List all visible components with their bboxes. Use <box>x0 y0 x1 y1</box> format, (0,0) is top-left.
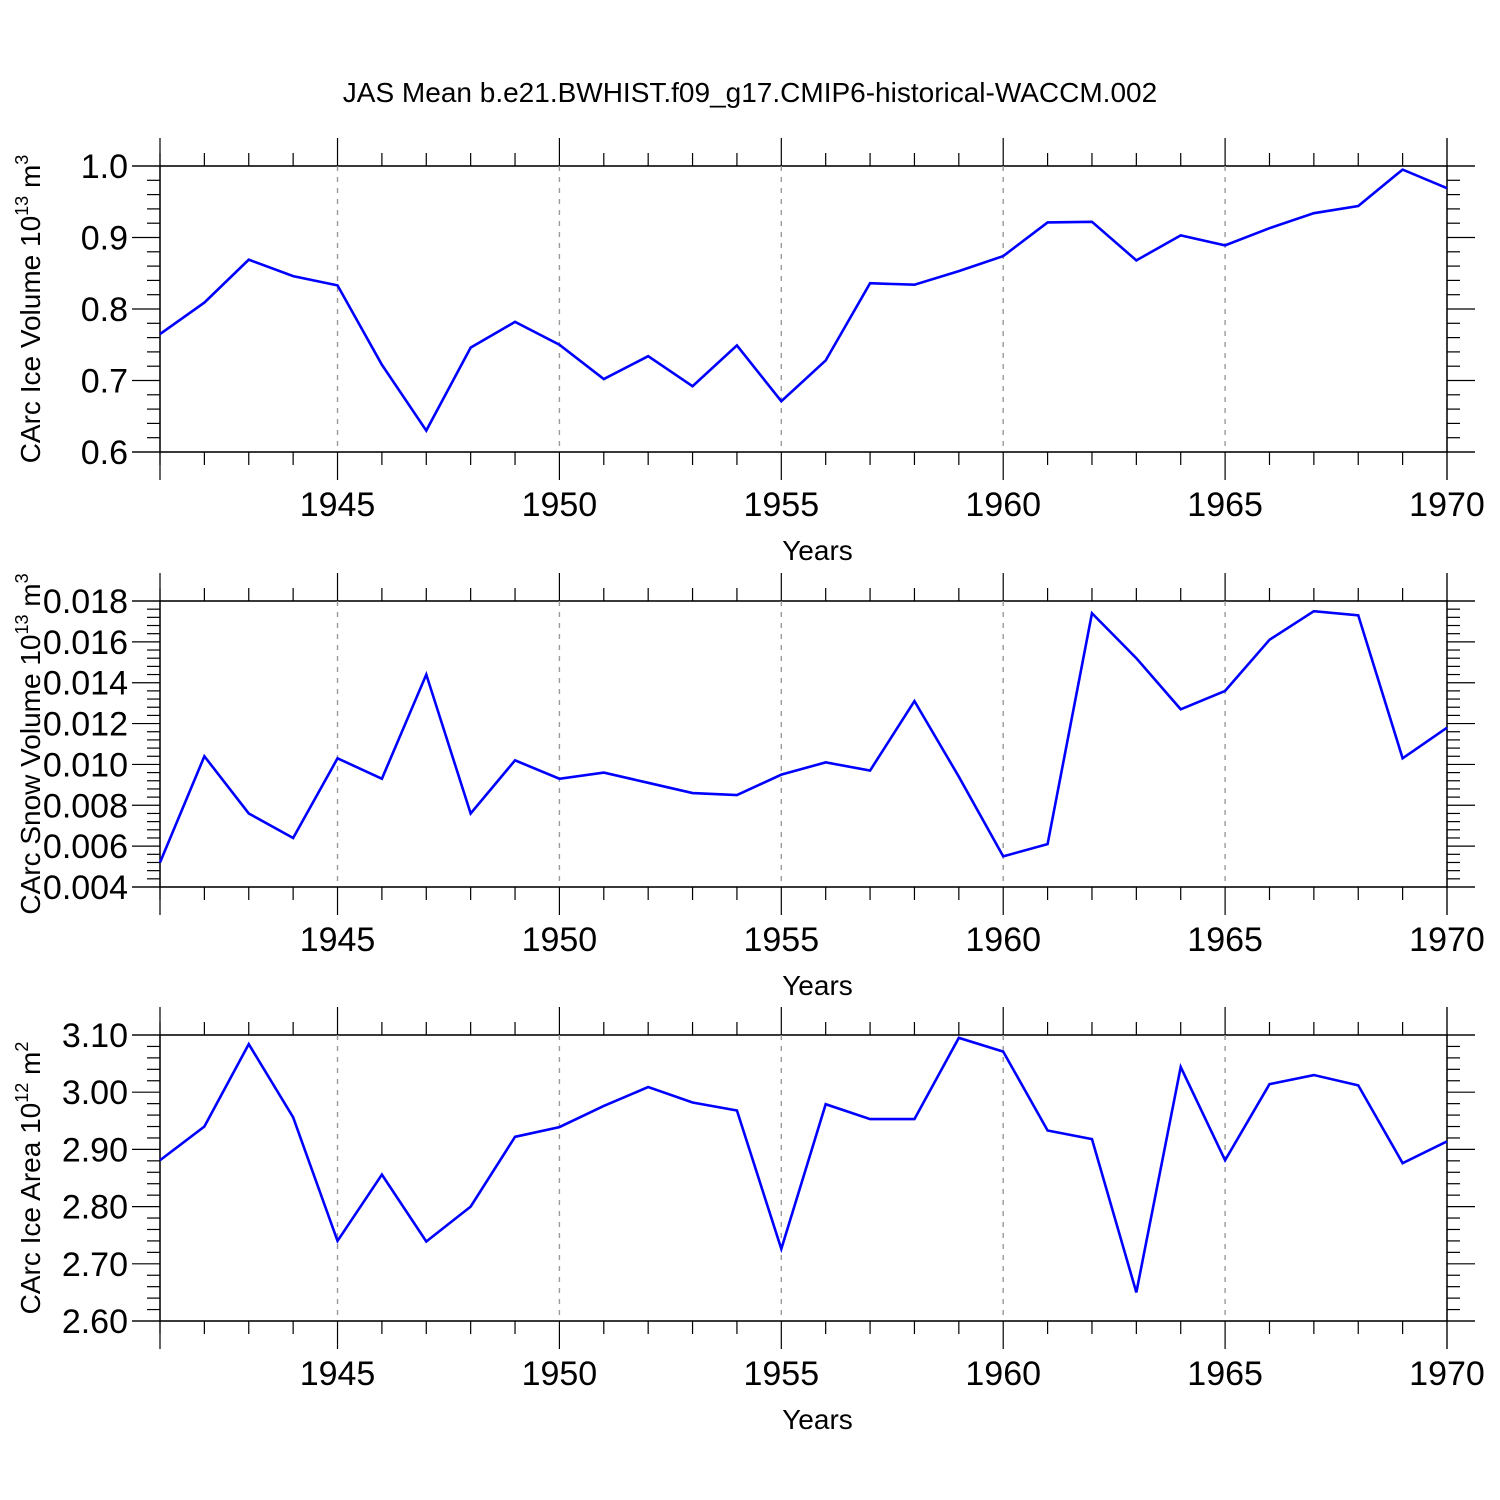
panel-3-ylabel: CArc Ice Area 1012 m2 <box>12 1042 46 1315</box>
panel-3-ytick-label-4: 3.00 <box>62 1074 128 1112</box>
panel-3-ytick-label-3: 2.90 <box>62 1131 128 1169</box>
panel-3: 1945 1950 1955 1960 1965 1970 2.60 2.70 2.80 2.90… <box>12 1007 1485 1435</box>
panel-1-ylabel-part-1: 13 <box>12 196 32 216</box>
panel-2-ylabel-part-1: 13 <box>12 614 32 634</box>
panel-2-frame <box>159 600 1448 888</box>
panel-2-ytick-label-1: 0.006 <box>43 828 128 866</box>
panel-2-xtick-label-1965: 1965 <box>1187 921 1263 959</box>
panel-3-xtick-label-1945: 1945 <box>300 1355 376 1393</box>
panel-3-xtick-label-1965: 1965 <box>1187 1355 1263 1393</box>
panel-3-ytick-label-2: 2.80 <box>62 1189 128 1227</box>
panel-1: 1945 1950 1955 1960 1965 1970 0.6 0.7 0.8 0.9 1.0 Y… <box>12 138 1485 566</box>
panel-2-ytick-label-5: 0.014 <box>43 665 128 703</box>
panel-3-xlabel: Years <box>782 1404 853 1435</box>
panels: 1945 1950 1955 1960 1965 1970 0.6 0.7 0.8 0.9 1.0 Y… <box>12 138 1485 1435</box>
panel-1-ytick-label-2: 0.8 <box>81 291 128 329</box>
panel-1-ylabel-part-2: m <box>15 165 46 196</box>
panel-1-xtick-label-1945: 1945 <box>300 486 376 524</box>
panel-2-ylabel: CArc Snow Volume 1013 m3 <box>12 573 46 914</box>
panel-1-ytick-label-4: 1.0 <box>81 148 128 186</box>
panel-3-xtick-label-1955: 1955 <box>743 1355 819 1393</box>
panel-3-ylabel-part-2: m <box>15 1052 46 1083</box>
panel-2-series-line-0 <box>158 609 1448 863</box>
panel-2-ylabel-part-0: CArc Snow Volume 10 <box>15 635 46 915</box>
panel-2-ytick-label-3: 0.010 <box>43 746 128 784</box>
panel-2-ylabel-part-3: 3 <box>12 573 32 583</box>
panel-3-xtick-label-1950: 1950 <box>522 1355 598 1393</box>
panel-1-series-line-0 <box>159 168 1448 434</box>
panel-2-ytick-label-0: 0.004 <box>43 869 128 907</box>
panel-3-ylabel-part-1: 12 <box>12 1083 32 1103</box>
panel-1-ytick-label-0: 0.6 <box>81 434 128 472</box>
panel-1-ytick-label-1: 0.7 <box>81 363 128 401</box>
panel-3-ylabel-part-0: CArc Ice Area 10 <box>15 1103 46 1315</box>
chart-title: JAS Mean b.e21.BWHIST.f09_g17.CMIP6-hist… <box>343 77 1157 108</box>
panel-1-ylabel: CArc Ice Volume 1013 m3 <box>12 155 46 464</box>
panel-2: 1945 1950 1955 1960 1965 19700.0040.0060.0080… <box>12 573 1485 1001</box>
panel-2-ytick-label-2: 0.008 <box>43 787 128 825</box>
panel-3-ytick-label-1: 2.70 <box>62 1246 128 1284</box>
panel-2-xtick-label-1950: 1950 <box>522 921 598 959</box>
panel-1-ytick-label-3: 0.9 <box>81 220 128 258</box>
panel-2-xtick-label-1970: 1970 <box>1409 921 1485 959</box>
panel-1-xtick-label-1950: 1950 <box>522 486 598 524</box>
panel-2-xlabel: Years <box>782 970 853 1001</box>
panel-1-xtick-label-1970: 1970 <box>1409 486 1485 524</box>
panel-1-frame <box>159 165 1448 453</box>
panel-2-xtick-label-1960: 1960 <box>965 921 1041 959</box>
panel-1-ylabel-part-0: CArc Ice Volume 10 <box>15 216 46 463</box>
panel-3-xtick-label-1970: 1970 <box>1409 1355 1485 1393</box>
panel-3-xtick-label-1960: 1960 <box>965 1355 1041 1393</box>
panel-2-ytick-label-7: 0.018 <box>43 583 128 621</box>
panel-3-series-line-0 <box>159 1036 1448 1293</box>
panel-3-ytick-label-0: 2.60 <box>62 1303 128 1341</box>
panel-1-xtick-label-1960: 1960 <box>965 486 1041 524</box>
panel-2-xtick-label-1955: 1955 <box>743 921 819 959</box>
panel-2-xtick-label-1945: 1945 <box>300 921 376 959</box>
panel-1-xtick-label-1965: 1965 <box>1187 486 1263 524</box>
panel-3-ylabel-part-3: 2 <box>12 1042 32 1052</box>
panel-3-ytick-label-5: 3.10 <box>62 1017 128 1055</box>
panel-2-ytick-label-6: 0.016 <box>43 624 128 662</box>
panel-2-ylabel-part-2: m <box>15 583 46 614</box>
panel-2-ytick-label-4: 0.012 <box>43 706 128 744</box>
panel-1-xtick-label-1955: 1955 <box>743 486 819 524</box>
panel-1-ylabel-part-3: 3 <box>12 155 32 165</box>
panel-1-xlabel: Years <box>782 535 853 566</box>
